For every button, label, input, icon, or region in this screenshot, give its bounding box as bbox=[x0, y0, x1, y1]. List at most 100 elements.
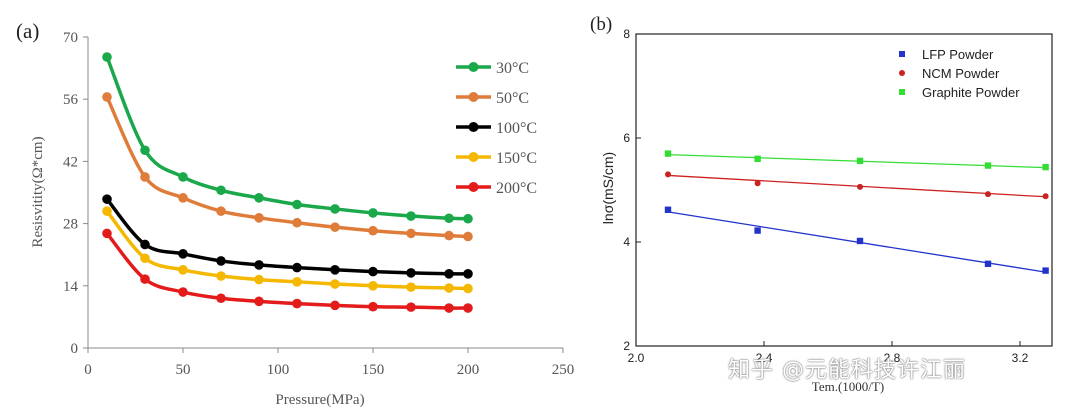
panel-b-x-axis-label: Tem.(1000/T) bbox=[812, 379, 884, 394]
panel-b-legend-entry: NCM Powder bbox=[922, 66, 1000, 81]
panel-b-legend-marker bbox=[899, 70, 905, 76]
panel-a-data-point bbox=[292, 199, 302, 210]
panel-a-y-tick-label: 0 bbox=[71, 341, 79, 357]
panel-a-data-point bbox=[216, 256, 226, 266]
panel-a-data-point bbox=[140, 145, 150, 156]
panel-a-data-point bbox=[330, 222, 340, 232]
panel-a-data-point bbox=[463, 303, 473, 313]
panel-a-data-point bbox=[406, 282, 416, 292]
panel-b-legend-marker bbox=[899, 89, 905, 95]
panel-a-legend-entry: 150°C bbox=[496, 150, 537, 167]
panel-a-y-axis-label: Resisvitity(Ω*cm) bbox=[30, 136, 46, 247]
panel-b-data-point bbox=[984, 260, 992, 268]
panel-b-axes: 2 4 6 8 2.0 2.4 2.8 3.2 bbox=[623, 27, 1053, 365]
panel-a-legend-swatch-marker bbox=[468, 62, 479, 72]
panel-a-y-tick-label: 42 bbox=[63, 154, 78, 170]
panel-a-data-point bbox=[178, 265, 188, 275]
panel-a-data-point bbox=[140, 172, 150, 182]
panel-a-data-point bbox=[102, 206, 112, 216]
panel-b-y-tick-label: 6 bbox=[623, 131, 630, 145]
panel-a-data-point bbox=[102, 228, 112, 239]
panel-b-label: (b) bbox=[590, 14, 612, 35]
panel-a-legend-swatch-marker bbox=[468, 182, 479, 192]
panel-a-data-point bbox=[368, 281, 378, 291]
panel-a-data-point bbox=[444, 269, 454, 279]
panel-a-data-point bbox=[292, 262, 302, 273]
panel-a-data-point bbox=[444, 283, 454, 293]
panel-b-data-point bbox=[856, 157, 864, 165]
panel-a-data-point bbox=[463, 231, 473, 242]
panel-a-data-point bbox=[292, 298, 302, 309]
panel-a-legend-entry: 100°C bbox=[496, 120, 537, 137]
panel-a-y-tick-label: 14 bbox=[63, 279, 79, 295]
panel-b-data-point bbox=[1042, 163, 1049, 171]
panel-a-legend-swatch-marker bbox=[468, 152, 479, 162]
panel-a-data-point bbox=[254, 274, 264, 285]
panel-a-data-point bbox=[178, 193, 188, 203]
panel-a-data-point bbox=[254, 213, 264, 223]
panel-a-data-point bbox=[216, 206, 226, 216]
panel-b-data-point bbox=[665, 171, 671, 178]
panel-b-y-axis-label: lnσ(mS/cm) bbox=[600, 152, 616, 224]
panel-b-data-point bbox=[1042, 193, 1049, 200]
panel-b-legend-entry: Graphite Powder bbox=[922, 85, 1020, 100]
panel-a-y-tick-label: 70 bbox=[63, 30, 78, 46]
panel-b-legend-marker bbox=[899, 51, 905, 57]
panel-a-data-point bbox=[463, 213, 473, 224]
panel-b-data-point bbox=[856, 237, 864, 245]
panel-a-legend-entry: 50°C bbox=[496, 90, 529, 107]
panel-b-x-tick-label: 2.8 bbox=[884, 351, 901, 365]
panel-a-data-point bbox=[406, 211, 416, 221]
panel-b-legend: LFP Powder NCM Powder Graphite Powder bbox=[899, 47, 1020, 100]
panel-a-data-point bbox=[254, 296, 264, 307]
panel-a-data-point bbox=[406, 268, 416, 278]
panel-b-x-tick-label: 2.0 bbox=[628, 351, 645, 365]
panel-a-y-tick-label: 28 bbox=[63, 217, 78, 233]
panel-a-data-point bbox=[102, 194, 112, 204]
panel-b-data-point bbox=[857, 183, 863, 190]
panel-a-series-line bbox=[105, 56, 469, 221]
panel-a-data-point bbox=[178, 172, 188, 182]
panel-a-data-point bbox=[292, 217, 302, 228]
panel-b-plot-frame bbox=[635, 33, 1053, 347]
panel-a-data-point bbox=[178, 249, 188, 259]
panel-a-data-point bbox=[216, 293, 226, 304]
panel-a-data-point bbox=[368, 208, 378, 218]
panel-a-x-axis-label: Pressure(MPa) bbox=[275, 392, 364, 408]
panel-a-data-point bbox=[216, 271, 226, 281]
panel-b-data-point bbox=[1042, 267, 1049, 274]
panel-a-data-point bbox=[444, 230, 454, 241]
panel-a-data-point bbox=[330, 265, 340, 275]
panel-b-legend-entry: LFP Powder bbox=[922, 47, 994, 62]
panel-a-data-point bbox=[463, 269, 473, 279]
panel-a-label: (a) bbox=[16, 19, 39, 43]
panel-b-conductivity-chart: (b) 2 4 6 8 2.0 2.4 2.8 3.2 LFP Powder NCM Powde… bbox=[590, 14, 1053, 394]
panel-a-y-tick-label: 56 bbox=[63, 92, 79, 108]
panel-a-axes: 0 14 28 42 56 70 0 50 100 150 200 250 bbox=[63, 30, 574, 378]
watermark-text: 知乎 @元能科技许江丽 bbox=[728, 358, 966, 383]
panel-a-legend-swatch-marker bbox=[468, 122, 479, 132]
panel-a-x-tick-label: 50 bbox=[176, 362, 191, 378]
panel-a-data-point bbox=[406, 228, 416, 239]
panel-a-x-tick-label: 100 bbox=[267, 362, 290, 378]
panel-b-x-tick-label: 2.4 bbox=[756, 351, 773, 365]
panel-a-data-point bbox=[330, 300, 340, 311]
panel-b-y-tick-label: 2 bbox=[623, 339, 630, 353]
panel-a-data-point bbox=[330, 204, 340, 214]
panel-a-data-point bbox=[254, 260, 264, 270]
panel-b-data-point bbox=[984, 162, 992, 169]
panel-b-series bbox=[664, 150, 1049, 274]
panel-a-data-point bbox=[292, 277, 302, 287]
panel-a-series bbox=[102, 52, 473, 313]
panel-a-data-point bbox=[216, 185, 226, 196]
panel-b-fit-line bbox=[667, 174, 1046, 198]
panel-b-x-tick-label: 3.2 bbox=[1012, 351, 1029, 365]
panel-a-x-tick-label: 200 bbox=[457, 362, 480, 378]
panel-a-x-tick-label: 0 bbox=[84, 362, 92, 378]
panel-b-y-tick-label: 4 bbox=[623, 235, 630, 249]
panel-b-data-point bbox=[754, 227, 761, 234]
panel-b-data-point bbox=[664, 206, 672, 213]
panel-b-data-point bbox=[664, 150, 672, 157]
panel-b-data-point bbox=[754, 155, 761, 162]
